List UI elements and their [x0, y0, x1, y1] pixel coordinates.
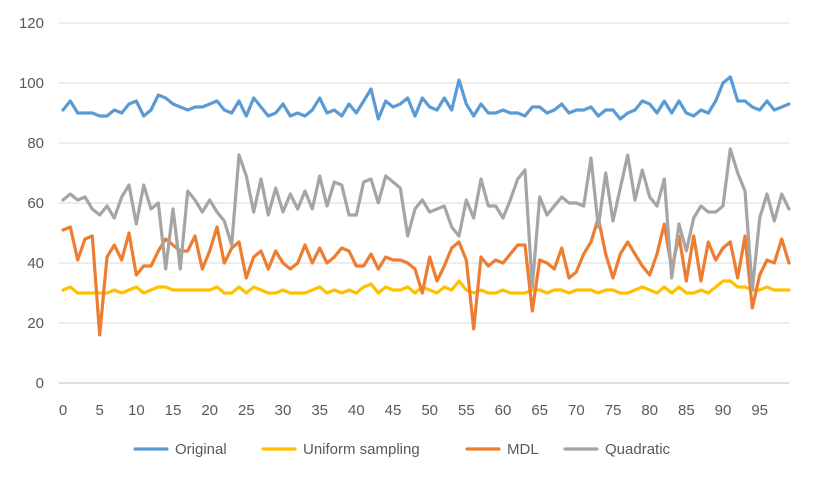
x-tick-label: 45 — [385, 402, 402, 419]
legend-label: Uniform sampling — [303, 441, 420, 458]
x-tick-label: 90 — [715, 402, 732, 419]
x-tick-label: 80 — [641, 402, 658, 419]
series-line-original — [61, 75, 791, 121]
x-tick-label: 95 — [751, 402, 768, 419]
y-axis: 0 20 40 60 80 100 120 — [19, 15, 44, 392]
x-tick-label: 85 — [678, 402, 695, 419]
legend-item-mdl: MDL — [465, 441, 539, 458]
x-tick-label: 60 — [495, 402, 512, 419]
y-tick-label: 20 — [27, 315, 44, 332]
x-tick-label: 30 — [275, 402, 292, 419]
y-tick-label: 0 — [36, 375, 44, 392]
legend-item-original: Original — [133, 441, 227, 458]
y-tick-label: 60 — [27, 195, 44, 212]
x-tick-label: 40 — [348, 402, 365, 419]
legend-label: MDL — [507, 441, 539, 458]
x-tick-label: 75 — [605, 402, 622, 419]
y-tick-label: 80 — [27, 135, 44, 152]
series-lines — [61, 75, 791, 337]
x-tick-label: 55 — [458, 402, 475, 419]
legend: Original Uniform sampling MDL Quadratic — [133, 441, 671, 458]
x-tick-label: 35 — [311, 402, 328, 419]
x-tick-label: 5 — [95, 402, 103, 419]
series-line-uniform-sampling — [61, 279, 791, 295]
x-tick-label: 20 — [201, 402, 218, 419]
legend-item-uniform-sampling: Uniform sampling — [261, 441, 420, 458]
x-tick-label: 65 — [531, 402, 548, 419]
x-tick-label: 50 — [421, 402, 438, 419]
x-axis: 0 5 10 15 20 25 30 35 40 45 50 55 60 65 70 75 80 85 90 95 — [59, 402, 768, 419]
legend-label: Quadratic — [605, 441, 671, 458]
x-tick-label: 10 — [128, 402, 145, 419]
x-tick-label: 0 — [59, 402, 67, 419]
x-tick-label: 70 — [568, 402, 585, 419]
y-tick-label: 40 — [27, 255, 44, 272]
y-tick-label: 100 — [19, 75, 44, 92]
y-tick-label: 120 — [19, 15, 44, 32]
series-line-quadratic — [61, 147, 791, 292]
legend-label: Original — [175, 441, 227, 458]
series-line-mdl — [61, 216, 791, 337]
legend-item-quadratic: Quadratic — [563, 441, 671, 458]
x-tick-label: 15 — [165, 402, 182, 419]
x-tick-label: 25 — [238, 402, 255, 419]
